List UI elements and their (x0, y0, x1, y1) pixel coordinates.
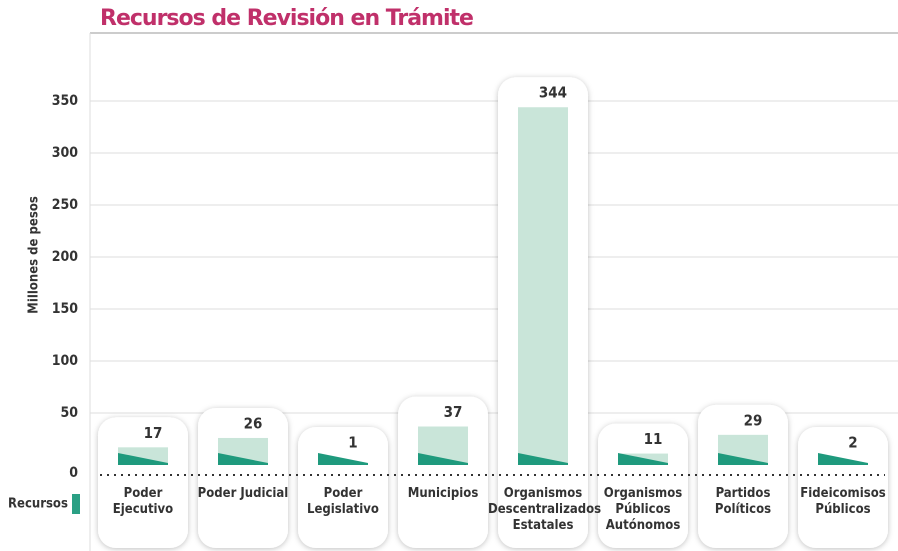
legend-swatch (72, 494, 81, 514)
bar-wedge (718, 453, 768, 465)
bar-wedge (618, 453, 668, 465)
x-tick-label: Organismos Públicos Autónomos (603, 486, 683, 533)
x-tick-label: Poder Legislativo (307, 486, 379, 517)
y-tick-label: 0 (69, 465, 78, 481)
x-tick-label: Fideicomisos Públicos (800, 486, 886, 517)
value-label: 17 (144, 424, 163, 442)
x-tick-label: Partidos Políticos (714, 486, 772, 517)
y-tick-label: 50 (60, 405, 78, 421)
chart-title: Recursos de Revisión en Trámite (100, 6, 474, 31)
y-tick-label: 200 (52, 249, 79, 265)
value-label: 29 (744, 411, 763, 429)
x-tick-label: Organismos Descentralizados Estatales (488, 486, 602, 533)
bar-wedge (118, 453, 168, 465)
value-label: 37 (444, 403, 463, 421)
bar (518, 107, 568, 466)
bar-wedge (818, 453, 868, 465)
y-tick-label: 300 (52, 145, 79, 161)
x-tick-label: Poder Judicial (197, 486, 289, 501)
value-label: 11 (644, 430, 663, 448)
y-tick-label: 150 (52, 301, 79, 317)
bar-wedge (418, 453, 468, 465)
y-tick-label: 350 (52, 93, 79, 109)
value-label: 2 (848, 434, 857, 452)
legend-label: Recursos (8, 496, 68, 512)
y-tick-label: 100 (52, 353, 79, 369)
bar-wedge (218, 453, 268, 465)
value-label: 26 (244, 414, 263, 432)
value-label: 344 (539, 84, 567, 102)
y-tick-label: 250 (52, 197, 79, 213)
bar-wedge (518, 453, 568, 465)
y-axis-label: Millones de pesos (27, 196, 42, 314)
bar-wedge (318, 453, 368, 465)
legend: Recursos (8, 494, 81, 514)
value-label: 1 (348, 434, 357, 452)
x-tick-label: Poder Ejecutivo (112, 486, 174, 517)
x-tick-label: Municipios (407, 486, 479, 501)
